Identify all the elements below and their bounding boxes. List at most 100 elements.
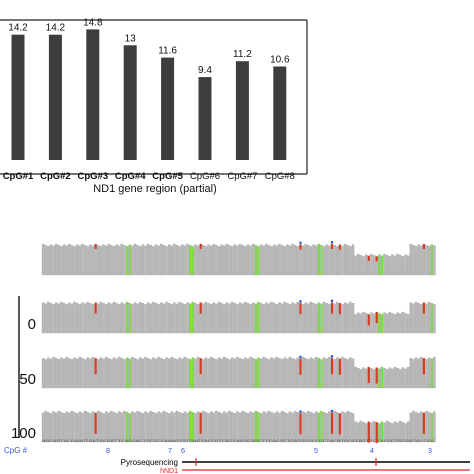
base-column <box>391 423 394 443</box>
base-column <box>65 411 68 443</box>
base-column <box>325 303 328 334</box>
bar-value-label: 11.2 <box>233 49 252 60</box>
base-column <box>412 410 415 443</box>
base-column <box>320 245 323 276</box>
base-column <box>259 303 263 334</box>
base-column <box>152 357 155 389</box>
base-column <box>123 359 126 389</box>
base-column <box>207 303 210 334</box>
base-column <box>110 245 113 276</box>
base-column <box>144 356 147 389</box>
base-column <box>62 303 66 334</box>
base-column <box>60 357 63 389</box>
base-column <box>388 256 391 276</box>
methylated-fraction <box>375 422 378 444</box>
base-column <box>359 255 363 276</box>
bar-CpG6 <box>198 77 212 160</box>
base-column <box>41 243 45 276</box>
base-column <box>249 411 252 443</box>
methylated-fraction <box>375 312 378 323</box>
base-column <box>336 246 339 276</box>
base-column <box>244 246 247 276</box>
base-column <box>196 304 200 334</box>
base-column <box>115 244 118 276</box>
base-column <box>412 303 415 334</box>
base-column <box>267 245 271 276</box>
base-column <box>325 358 328 389</box>
base-column <box>362 422 365 443</box>
base-column <box>427 412 431 443</box>
base-column <box>73 412 76 443</box>
base-column <box>273 303 276 334</box>
base-column <box>57 303 61 334</box>
base-column <box>430 358 434 389</box>
base-column <box>241 410 244 443</box>
base-column <box>78 411 82 443</box>
base-column <box>401 367 405 389</box>
methylated-fraction <box>375 256 378 262</box>
base-column <box>236 304 239 334</box>
base-column <box>107 302 110 334</box>
base-column <box>175 245 179 276</box>
base-column <box>78 245 82 276</box>
base-column <box>296 301 300 334</box>
base-column <box>133 243 137 276</box>
base-column <box>325 244 328 276</box>
base-column <box>99 301 103 334</box>
base-column <box>351 244 355 276</box>
base-column <box>167 244 171 276</box>
methylated-fraction <box>299 244 302 250</box>
minor-base-mark <box>299 410 302 413</box>
base-column <box>414 357 418 389</box>
base-column <box>396 312 399 334</box>
base-column <box>354 314 357 334</box>
base-column <box>83 359 87 389</box>
base-column <box>194 244 197 276</box>
base-column <box>173 243 176 276</box>
base-column <box>125 246 129 276</box>
track-level-label: 100 <box>11 425 36 442</box>
base-column <box>420 411 423 443</box>
base-column <box>128 303 131 334</box>
base-column <box>265 243 268 276</box>
bar-CpG8 <box>273 66 287 160</box>
base-column <box>259 244 263 276</box>
bar-value-label: 9.4 <box>198 65 212 76</box>
base-column <box>220 413 223 443</box>
base-column <box>388 367 391 389</box>
base-column <box>414 246 418 276</box>
base-column <box>68 358 71 389</box>
base-column <box>125 412 129 443</box>
base-column <box>244 301 247 334</box>
base-column <box>291 302 294 334</box>
base-column <box>343 302 347 334</box>
base-column <box>165 357 168 389</box>
base-column <box>97 410 100 443</box>
base-column <box>160 302 163 334</box>
base-column <box>364 313 368 334</box>
base-column <box>186 358 189 389</box>
base-column <box>186 302 189 334</box>
base-column <box>223 411 226 443</box>
base-column <box>178 301 181 334</box>
base-column <box>136 410 139 443</box>
cpg-site-label: 7 <box>168 446 172 455</box>
base-column <box>320 359 323 389</box>
base-column <box>309 412 313 443</box>
base-column <box>76 358 79 389</box>
base-column <box>196 245 200 276</box>
base-column <box>112 301 116 334</box>
base-column <box>336 412 339 443</box>
base-column <box>406 314 410 334</box>
base-column <box>102 413 105 443</box>
base-column <box>341 411 344 443</box>
base-column <box>183 245 187 276</box>
base-column <box>52 411 55 443</box>
base-column <box>139 301 142 334</box>
base-column <box>354 421 357 443</box>
base-column <box>136 303 139 334</box>
base-column <box>220 303 223 334</box>
base-column <box>383 253 386 276</box>
methylated-fraction <box>330 358 334 375</box>
base-column <box>262 304 265 334</box>
